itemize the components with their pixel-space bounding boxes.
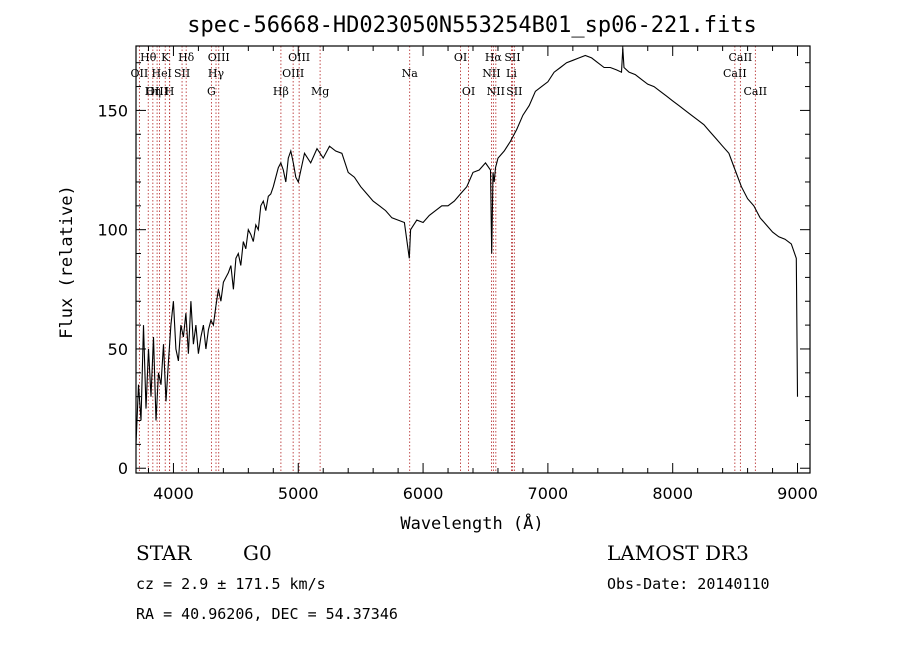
y-tick-label: 100 [97, 221, 128, 240]
x-tick-label: 4000 [153, 484, 194, 503]
line-label: Hβ [273, 85, 289, 98]
survey-name: LAMOST DR3 [607, 541, 749, 565]
x-axis-label: Wavelength (Å) [400, 512, 543, 534]
line-label: OIII [282, 67, 304, 80]
line-label: OI [454, 51, 467, 64]
line-label: SII [504, 51, 520, 64]
x-axis-ticks: 4000 5000 6000 7000 8000 9000 [147, 46, 818, 503]
spectrum-line [135, 48, 799, 445]
line-label: Mg [311, 85, 329, 98]
line-label: CaII [743, 85, 767, 98]
line-label: Hη [145, 85, 161, 98]
x-tick-label: 9000 [777, 484, 818, 503]
y-axis-label: Flux (relative) [57, 185, 77, 339]
line-label: Hα [485, 51, 503, 64]
x-tick-label: 5000 [278, 484, 319, 503]
line-label: NII [482, 67, 500, 80]
line-label: OII [131, 67, 149, 80]
line-label: OI [462, 85, 475, 98]
x-tick-label: 7000 [528, 484, 569, 503]
line-label: Na [402, 67, 419, 80]
line-label: CaII [729, 51, 753, 64]
line-label: He [152, 67, 168, 80]
x-tick-label: 6000 [403, 484, 444, 503]
redshift-info: cz = 2.9 ± 171.5 km/s [136, 575, 326, 593]
line-label: OIII [146, 85, 168, 98]
y-tick-label: 50 [108, 340, 128, 359]
line-label: G [207, 85, 216, 98]
line-label: Hδ [178, 51, 195, 64]
line-label: CaII [723, 67, 747, 80]
object-class: STAR [136, 541, 192, 565]
line-label: NII [487, 85, 505, 98]
spectral-line-markers [138, 46, 756, 473]
coordinates-info: RA = 40.96206, DEC = 54.37346 [136, 605, 398, 623]
line-label: Hγ [208, 67, 225, 80]
line-label: Li [506, 67, 517, 80]
line-label: I [168, 67, 172, 80]
observation-date: Obs-Date: 20140110 [607, 575, 770, 593]
y-tick-label: 0 [118, 459, 128, 478]
line-label: Hθ [140, 51, 157, 64]
line-label: H [165, 85, 175, 98]
plot-area: Hθ OII OIII He K Hη IH SII Hδ OIII Hγ G Hβ OIII OIII Mg… [97, 45, 818, 503]
line-label: SII [174, 67, 190, 80]
y-axis-ticks: 0 50 100 150 [97, 62, 810, 478]
y-tick-label: 150 [97, 101, 128, 120]
x-tick-label: 8000 [652, 484, 693, 503]
object-subclass: G0 [243, 541, 272, 565]
line-label: OIII [208, 51, 230, 64]
line-label: OIII [288, 51, 310, 64]
plot-frame [135, 45, 811, 474]
spectral-line-labels: Hθ OII OIII He K Hη IH SII Hδ OIII Hγ G Hβ OIII OIII Mg… [131, 51, 768, 98]
line-label: K [161, 51, 170, 64]
line-label: SII [506, 85, 522, 98]
chart-title: spec-56668-HD023050N553254B01_sp06-221.f… [187, 13, 757, 38]
